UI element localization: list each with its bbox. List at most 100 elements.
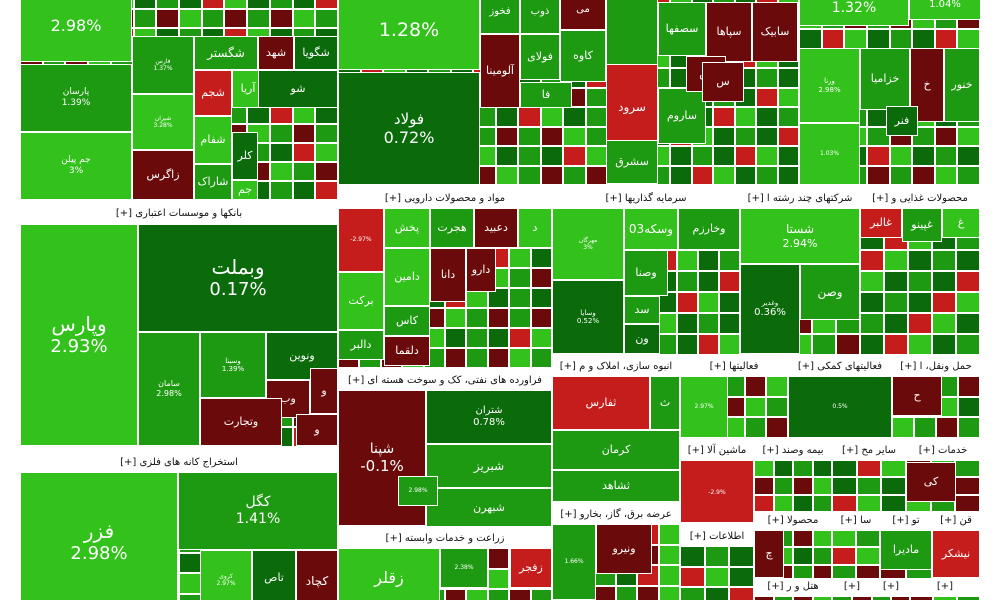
minor-stock-tile[interactable] <box>884 292 908 313</box>
minor-stock-tile[interactable] <box>713 107 735 127</box>
minor-stock-tile[interactable] <box>957 126 980 146</box>
minor-stock-tile[interactable] <box>777 87 799 107</box>
minor-stock-tile[interactable] <box>756 126 778 146</box>
sector-header[interactable]: سا [+] <box>832 512 880 530</box>
minor-stock-tile[interactable] <box>729 587 754 600</box>
minor-stock-tile[interactable] <box>832 494 857 512</box>
minor-stock-tile[interactable] <box>495 126 518 146</box>
expand-toggle[interactable]: [+] <box>767 515 784 526</box>
stock-tile[interactable]: وسایا 0.52% <box>552 280 624 354</box>
minor-stock-tile[interactable] <box>269 180 293 200</box>
minor-stock-tile[interactable] <box>495 165 518 185</box>
expand-toggle[interactable]: [+] <box>689 531 706 542</box>
minor-stock-tile[interactable] <box>793 530 813 548</box>
minor-stock-tile[interactable] <box>698 250 720 271</box>
minor-stock-tile[interactable] <box>530 288 552 308</box>
minor-stock-tile[interactable] <box>292 142 316 162</box>
expand-toggle[interactable]: [+] <box>936 581 954 592</box>
stock-tile[interactable]: وسینا 1.39% <box>200 332 266 398</box>
minor-stock-tile[interactable] <box>509 328 531 348</box>
minor-stock-tile[interactable] <box>793 596 813 600</box>
stock-tile[interactable]: غالبر <box>860 208 902 238</box>
expand-toggle[interactable]: [+] <box>385 533 402 544</box>
minor-stock-tile[interactable] <box>957 165 980 185</box>
minor-stock-tile[interactable] <box>956 271 980 292</box>
minor-stock-tile[interactable] <box>658 544 680 565</box>
minor-stock-tile[interactable] <box>889 165 913 185</box>
minor-stock-tile[interactable] <box>777 165 799 185</box>
minor-stock-tile[interactable] <box>445 328 467 348</box>
sector-header[interactable]: محصولات غذایی و [+] <box>860 190 980 208</box>
minor-stock-tile[interactable] <box>908 292 932 313</box>
stock-tile[interactable]: ث <box>650 376 680 430</box>
stock-tile[interactable]: می <box>560 0 606 30</box>
minor-stock-tile[interactable] <box>487 348 510 368</box>
minor-stock-tile[interactable] <box>713 146 735 166</box>
sector-header[interactable]: اطلاعات [+] <box>680 528 754 546</box>
minor-stock-tile[interactable] <box>957 29 980 49</box>
minor-stock-tile[interactable] <box>719 250 740 271</box>
sector-header[interactable]: بیمه وصند [+] <box>754 442 832 460</box>
minor-stock-tile[interactable] <box>680 566 705 588</box>
expand-toggle[interactable]: [+] <box>687 445 704 456</box>
stock-tile[interactable]: فزر 2.98% <box>20 472 178 600</box>
minor-stock-tile[interactable] <box>509 348 531 368</box>
minor-stock-tile[interactable] <box>908 334 932 355</box>
minor-stock-tile[interactable] <box>932 292 956 313</box>
minor-stock-tile[interactable] <box>956 596 980 600</box>
minor-stock-tile[interactable] <box>912 29 935 49</box>
minor-stock-tile[interactable] <box>889 29 913 49</box>
minor-stock-tile[interactable] <box>860 292 884 313</box>
stock-tile[interactable]: شو <box>258 70 338 108</box>
minor-stock-tile[interactable] <box>585 107 608 127</box>
minor-stock-tile[interactable] <box>956 334 980 355</box>
minor-stock-tile[interactable] <box>734 146 757 166</box>
minor-stock-tile[interactable] <box>315 9 338 29</box>
minor-stock-tile[interactable] <box>315 180 338 200</box>
minor-stock-tile[interactable] <box>832 530 856 548</box>
minor-stock-tile[interactable] <box>179 593 202 600</box>
minor-stock-tile[interactable] <box>585 126 608 146</box>
expand-toggle[interactable]: [+] <box>841 445 859 456</box>
stock-tile[interactable]: 1.66% <box>552 524 596 600</box>
minor-stock-tile[interactable] <box>958 396 980 418</box>
stock-tile[interactable]: سرود <box>606 64 658 150</box>
minor-stock-tile[interactable] <box>466 348 488 368</box>
sector-header[interactable]: زراعت و خدمات وابسته [+] <box>338 530 552 548</box>
stock-tile[interactable]: مادیرا <box>880 530 932 570</box>
minor-stock-tile[interactable] <box>734 126 757 146</box>
minor-stock-tile[interactable] <box>812 547 832 565</box>
minor-stock-tile[interactable] <box>934 165 958 185</box>
minor-stock-tile[interactable] <box>934 126 958 146</box>
stock-tile[interactable]: فولای <box>520 34 560 80</box>
minor-stock-tile[interactable] <box>908 250 932 271</box>
minor-stock-tile[interactable] <box>691 165 714 185</box>
minor-stock-tile[interactable] <box>799 29 822 49</box>
expand-toggle[interactable]: [+] <box>560 509 577 520</box>
stock-tile[interactable]: ورنا 2.98% <box>799 48 860 123</box>
minor-stock-tile[interactable] <box>698 292 720 313</box>
minor-stock-tile[interactable] <box>812 494 832 512</box>
minor-stock-tile[interactable] <box>860 313 884 334</box>
expand-toggle[interactable]: [+] <box>120 457 137 468</box>
minor-stock-tile[interactable] <box>530 268 552 288</box>
stock-tile[interactable]: جم <box>232 180 258 200</box>
stock-tile[interactable]: زقلر <box>338 548 440 600</box>
minor-stock-tile[interactable] <box>773 460 793 478</box>
sector-header[interactable]: استخراج کانه های فلزی [+] <box>20 454 338 472</box>
minor-stock-tile[interactable] <box>495 146 518 166</box>
minor-stock-tile[interactable] <box>487 548 510 569</box>
minor-stock-tile[interactable] <box>518 165 541 185</box>
stock-tile[interactable]: مهرگان 3% <box>552 208 624 280</box>
minor-stock-tile[interactable] <box>729 566 754 588</box>
minor-stock-tile[interactable] <box>889 146 913 166</box>
minor-stock-tile[interactable] <box>518 146 541 166</box>
minor-stock-tile[interactable] <box>487 568 510 590</box>
minor-stock-tile[interactable] <box>958 417 980 438</box>
expand-toggle[interactable]: [+] <box>767 581 784 592</box>
minor-stock-tile[interactable] <box>832 460 857 478</box>
stock-tile[interactable]: دامین <box>384 248 430 306</box>
expand-toggle[interactable]: [+] <box>900 361 917 372</box>
minor-stock-tile[interactable] <box>156 0 179 10</box>
minor-stock-tile[interactable] <box>269 161 293 181</box>
